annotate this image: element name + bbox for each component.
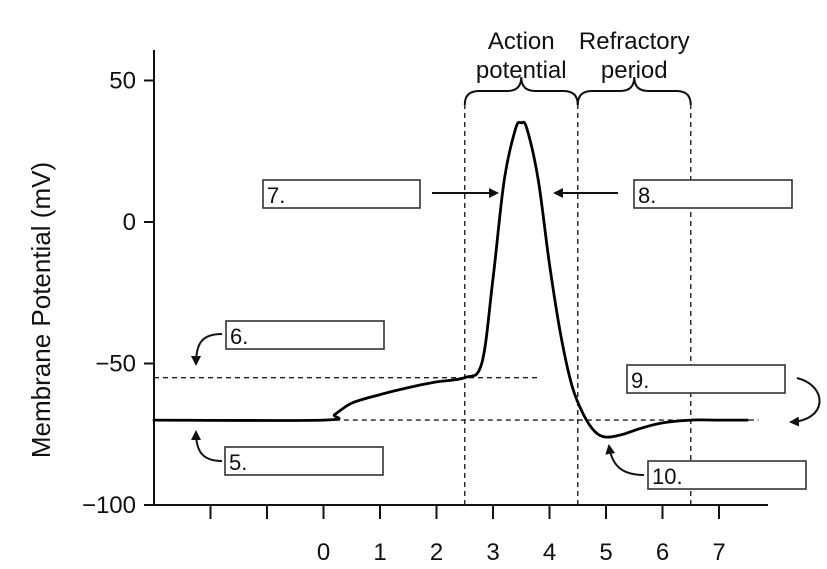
x-tick-label: 2: [430, 539, 443, 566]
x-tick-label: 7: [712, 539, 725, 566]
bracket-label: Action: [488, 28, 555, 55]
y-axis-title: Membrane Potential (mV): [26, 162, 56, 458]
membrane-potential-curve: [152, 120, 749, 439]
arrow-9: [789, 377, 821, 427]
y-tick-label: −50: [95, 351, 136, 378]
label-box-8-text: 8.: [638, 183, 656, 208]
x-tick-label: 1: [373, 539, 386, 566]
label-box-5[interactable]: 5.: [224, 446, 384, 476]
curly-bracket: [463, 76, 579, 106]
label-box-9[interactable]: 9.: [626, 364, 786, 394]
y-tick-label: 50: [109, 68, 136, 95]
x-tick-label: 3: [486, 539, 499, 566]
y-tick-label: −100: [82, 492, 136, 519]
label-box-7[interactable]: 7.: [262, 179, 421, 209]
bracket-label: Refractory: [579, 28, 690, 55]
label-box-10[interactable]: 10.: [647, 460, 807, 490]
x-tick-label: 4: [543, 539, 556, 566]
x-tick-label: 6: [656, 539, 669, 566]
bracket-label: potential: [476, 57, 567, 84]
label-box-10-text: 10.: [652, 464, 683, 489]
arrow-10: [605, 444, 645, 476]
label-box-6-text: 6.: [230, 324, 248, 349]
label-box-5-text: 5.: [229, 450, 247, 475]
x-tick-label: 5: [599, 539, 612, 566]
label-box-6[interactable]: 6.: [225, 320, 385, 350]
curly-bracket: [576, 76, 692, 106]
arrow-6: [191, 333, 223, 366]
label-box-9-text: 9.: [631, 368, 649, 393]
bracket-label: period: [601, 57, 668, 84]
label-box-7-text: 7.: [267, 183, 285, 208]
y-tick-label: 0: [123, 209, 136, 236]
x-tick-label: 0: [317, 539, 330, 566]
label-box-8[interactable]: 8.: [633, 179, 793, 209]
arrow-5: [191, 430, 223, 462]
